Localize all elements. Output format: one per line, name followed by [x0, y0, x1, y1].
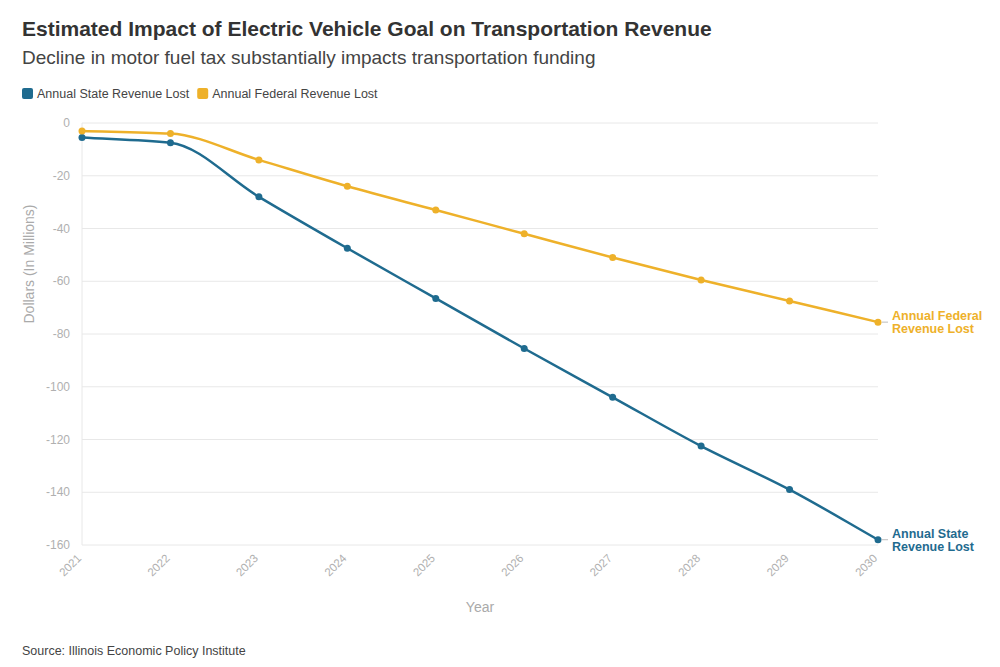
grid-line: [82, 386, 878, 387]
data-point: [344, 245, 351, 252]
x-tick-label: 2026: [499, 552, 526, 579]
y-axis-line: [82, 123, 83, 545]
grid-line: [82, 334, 878, 335]
x-tick-label: 2029: [764, 552, 791, 579]
y-tick-label: -120: [46, 433, 70, 447]
legend-item: Annual State Revenue Lost: [22, 87, 190, 101]
grid-line: [82, 545, 878, 546]
data-point: [698, 276, 705, 283]
legend-swatch: [197, 88, 208, 99]
data-point: [609, 254, 616, 261]
data-point: [521, 345, 528, 352]
data-point: [432, 207, 439, 214]
data-point: [432, 295, 439, 302]
data-point: [167, 139, 174, 146]
x-tick-label: 2023: [234, 552, 261, 579]
grid-line: [82, 439, 878, 440]
y-tick-label: -40: [53, 222, 71, 236]
series-line: [82, 138, 878, 540]
data-point: [786, 486, 793, 493]
x-tick-label: 2027: [587, 552, 614, 579]
data-point: [698, 443, 705, 450]
end-label: Annual StateRevenue Lost: [892, 527, 975, 554]
data-point: [786, 298, 793, 305]
legend-label: Annual Federal Revenue Lost: [212, 87, 378, 101]
data-point: [521, 230, 528, 237]
end-label-leader: [882, 322, 888, 323]
x-tick-label: 2030: [853, 552, 880, 579]
data-point: [875, 319, 882, 326]
title: Estimated Impact of Electric Vehicle Goa…: [22, 17, 712, 40]
y-tick-label: 0: [63, 116, 70, 130]
data-point: [79, 134, 86, 141]
legend-item: Annual Federal Revenue Lost: [197, 87, 378, 101]
legend-swatch: [22, 88, 33, 99]
grid-line: [82, 175, 878, 176]
x-tick-label: 2022: [145, 552, 172, 579]
y-tick-label: -80: [53, 327, 71, 341]
x-tick-label: 2024: [322, 552, 349, 579]
grid-line: [82, 123, 878, 124]
y-tick-label: -160: [46, 538, 70, 552]
grid-line: [82, 492, 878, 493]
chart: Estimated Impact of Electric Vehicle Goa…: [0, 0, 1000, 667]
x-tick-label: 2025: [411, 552, 438, 579]
data-point: [609, 394, 616, 401]
y-tick-label: -100: [46, 380, 70, 394]
x-tick-label: 2021: [57, 552, 84, 579]
source: Source: Illinois Economic Policy Institu…: [22, 644, 246, 658]
legend-label: Annual State Revenue Lost: [37, 87, 190, 101]
series-line: [82, 131, 878, 322]
data-point: [167, 130, 174, 137]
y-tick-label: -60: [53, 274, 71, 288]
data-point: [875, 536, 882, 543]
grid-line: [82, 228, 878, 229]
y-tick-label: -20: [53, 169, 71, 183]
end-label-leader: [882, 539, 888, 540]
y-tick-label: -140: [46, 485, 70, 499]
x-tick-label: 2028: [676, 552, 703, 579]
subtitle: Decline in motor fuel tax substantially …: [22, 47, 595, 68]
y-axis-label: Dollars (In Millions): [21, 204, 37, 323]
grid-line: [82, 281, 878, 282]
data-point: [255, 156, 262, 163]
data-point: [255, 193, 262, 200]
data-point: [79, 127, 86, 134]
plot-area: [79, 127, 882, 543]
x-axis-label: Year: [466, 599, 495, 615]
data-point: [344, 183, 351, 190]
end-label: Annual FederalRevenue Lost: [892, 309, 982, 336]
